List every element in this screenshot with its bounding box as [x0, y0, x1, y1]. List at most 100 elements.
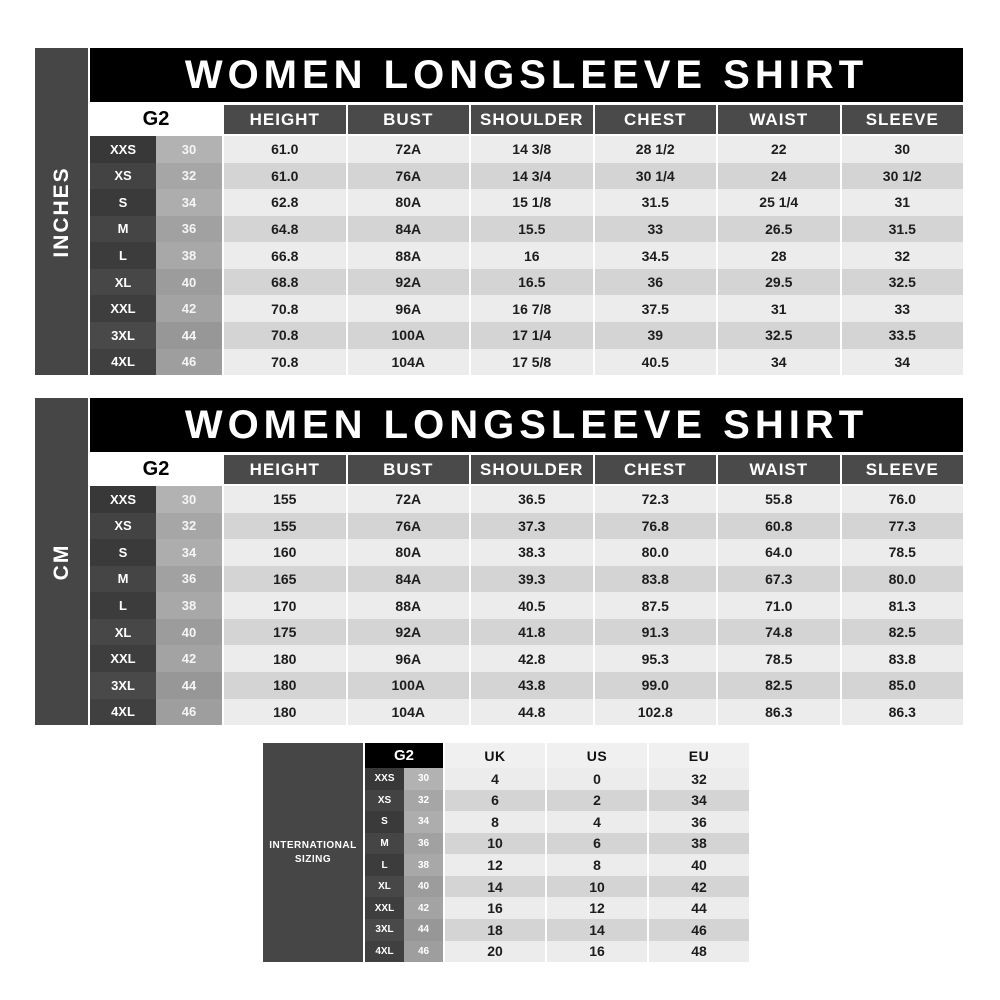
value-cell: 160 — [224, 539, 346, 566]
value-cell: 104A — [347, 348, 469, 376]
size-label-cell: M — [365, 832, 404, 855]
table-row: 3XL 44 180 100A 43.8 99.0 82.5 85.0 — [90, 671, 963, 699]
value-cell: 62.8 — [224, 189, 346, 216]
table-row: XXS 30 155 72A 36.5 72.3 55.8 76.0 — [90, 486, 963, 513]
inches-rows: XXS 30 61.0 72A 14 3/8 28 1/2 22 30 XS 32 61.0 76A 1… — [90, 136, 963, 376]
value-cell: 180 — [224, 671, 346, 699]
size-label-cell: XS — [90, 162, 156, 190]
value-cell: 102.8 — [594, 698, 716, 726]
column-header: CHEST — [594, 455, 716, 484]
value-cell: 17 5/8 — [471, 348, 593, 376]
size-label-cell: S — [365, 811, 404, 833]
column-header: WAIST — [718, 105, 840, 134]
international-table: INTERNATIONAL SIZING G2 UK US EU XXS 30 4 0 32 X… — [263, 743, 749, 963]
size-number-cell: 38 — [404, 854, 443, 876]
value-cell: 31.5 — [594, 189, 716, 216]
size-number-cell: 46 — [404, 940, 443, 963]
table-row: XL 40 68.8 92A 16.5 36 29.5 32.5 — [90, 268, 963, 296]
size-number-cell: 40 — [156, 618, 222, 646]
value-cell: 34 — [718, 348, 840, 376]
value-cell: 71.0 — [718, 592, 840, 619]
table-row: M 36 64.8 84A 15.5 33 26.5 31.5 — [90, 215, 963, 243]
table-row: XL 40 14 10 42 — [365, 875, 749, 898]
size-label-cell: M — [90, 565, 156, 593]
value-cell: 14 — [445, 875, 545, 898]
unit-label: CM — [49, 543, 73, 580]
value-cell: 61.0 — [224, 136, 346, 163]
value-cell: 25 1/4 — [718, 189, 840, 216]
value-cell: 16 — [547, 940, 647, 963]
size-number-cell: 34 — [156, 189, 222, 216]
size-pair: 3XL 44 — [90, 321, 222, 349]
value-cell: 4 — [445, 768, 545, 790]
value-cell: 43.8 — [471, 671, 593, 699]
size-group-header: G2 — [90, 105, 222, 134]
value-cell: 92A — [347, 618, 469, 646]
size-label-cell: XL — [90, 618, 156, 646]
value-cell: 37.3 — [471, 512, 593, 540]
value-cell: 31 — [841, 189, 963, 216]
size-pair: XS 32 — [90, 162, 222, 190]
table-row: XXL 42 16 12 44 — [365, 897, 749, 919]
value-cell: 32.5 — [718, 321, 840, 349]
value-cell: 72A — [347, 486, 469, 513]
international-rows: XXS 30 4 0 32 XS 32 6 2 34 S 34 8 4 36 M 36 10 6 38 L 38 12 8 40… — [365, 768, 749, 963]
value-cell: 26.5 — [718, 215, 840, 243]
value-cell: 55.8 — [718, 486, 840, 513]
size-number-cell: 46 — [156, 698, 222, 726]
value-cell: 91.3 — [594, 618, 716, 646]
table-row: 3XL 44 70.8 100A 17 1/4 39 32.5 33.5 — [90, 321, 963, 349]
value-cell: 165 — [224, 565, 346, 593]
value-cell: 10 — [547, 875, 647, 898]
value-cell: 29.5 — [718, 268, 840, 296]
value-cell: 82.5 — [718, 671, 840, 699]
size-pair: L 38 — [365, 854, 443, 876]
column-header: SHOULDER — [471, 455, 593, 484]
size-pair: XXS 30 — [365, 768, 443, 790]
size-number-cell: 36 — [404, 832, 443, 855]
table-row: 4XL 46 70.8 104A 17 5/8 40.5 34 34 — [90, 348, 963, 376]
table-row: XS 32 61.0 76A 14 3/4 30 1/4 24 30 1/2 — [90, 162, 963, 190]
size-pair: XS 32 — [90, 512, 222, 540]
size-label-cell: XL — [365, 875, 404, 898]
value-cell: 37.5 — [594, 295, 716, 322]
value-cell: 170 — [224, 592, 346, 619]
value-cell: 104A — [347, 698, 469, 726]
size-pair: XXL 42 — [365, 897, 443, 919]
value-cell: 12 — [445, 854, 545, 876]
value-cell: 84A — [347, 565, 469, 593]
inches-header-row: G2 HEIGHT BUST SHOULDER CHEST WAIST SLEEVE — [90, 105, 963, 134]
value-cell: 34.5 — [594, 242, 716, 269]
table-row: L 38 12 8 40 — [365, 854, 749, 876]
size-label-cell: M — [90, 215, 156, 243]
column-header: HEIGHT — [224, 455, 346, 484]
value-cell: 16 — [471, 242, 593, 269]
size-label-cell: 3XL — [365, 918, 404, 941]
size-label-cell: L — [90, 592, 156, 619]
value-cell: 34 — [841, 348, 963, 376]
size-number-cell: 40 — [156, 268, 222, 296]
value-cell: 88A — [347, 242, 469, 269]
table-title: WOMEN LONGSLEEVE SHIRT — [90, 398, 963, 452]
value-cell: 15 1/8 — [471, 189, 593, 216]
unit-label: INCHES — [49, 165, 73, 258]
size-table-inches: INCHES WOMEN LONGSLEEVE SHIRT G2 HEIGHT BU… — [35, 48, 963, 376]
value-cell: 28 — [718, 242, 840, 269]
value-cell: 40 — [649, 854, 749, 876]
size-label-cell: XXL — [90, 645, 156, 672]
size-label-cell: XXL — [90, 295, 156, 322]
size-number-cell: 38 — [156, 592, 222, 619]
value-cell: 64.8 — [224, 215, 346, 243]
value-cell: 99.0 — [594, 671, 716, 699]
value-cell: 28 1/2 — [594, 136, 716, 163]
value-cell: 32 — [841, 242, 963, 269]
value-cell: 6 — [547, 832, 647, 855]
size-group-header: G2 — [90, 455, 222, 484]
value-cell: 16 7/8 — [471, 295, 593, 322]
value-cell: 30 — [841, 136, 963, 163]
column-header: SHOULDER — [471, 105, 593, 134]
size-number-cell: 42 — [156, 295, 222, 322]
value-cell: 12 — [547, 897, 647, 919]
value-cell: 16.5 — [471, 268, 593, 296]
value-cell: 175 — [224, 618, 346, 646]
